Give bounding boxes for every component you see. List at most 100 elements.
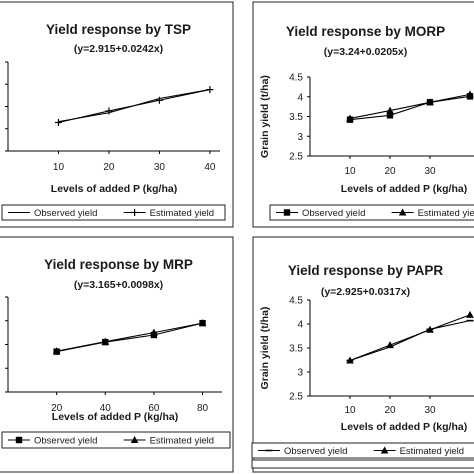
chart-title: Yield response by MORP — [286, 24, 445, 39]
data-point — [386, 112, 394, 119]
data-point — [198, 319, 207, 327]
legend: Observed yield Estimated yield — [1, 431, 231, 449]
data-point — [346, 356, 354, 364]
chart-panel-3: Yield response by MRP (y=3.165+0.0098x) 20… — [0, 236, 234, 473]
legend-label: Observed yield — [284, 446, 347, 457]
x-tick-label: 10 — [344, 166, 356, 177]
legend-swatch-marker — [131, 209, 139, 216]
x-tick-label: 30 — [424, 166, 436, 177]
series-line — [58, 89, 211, 124]
legend-item: Estimated yield — [391, 208, 474, 219]
data-point — [466, 310, 474, 318]
chart-title: Yield response by TSP — [46, 22, 191, 37]
y-tick-label: 3.5 — [289, 112, 303, 123]
series-estimated — [54, 86, 214, 127]
data-point — [386, 106, 394, 114]
series-line — [56, 322, 203, 352]
x-tick-label: 10 — [344, 405, 356, 416]
legend-label: Estimated yield — [418, 208, 474, 219]
chart-panel-1: Yield response by TSP (y=2.915+0.0242x) 10… — [0, 1, 234, 228]
y-tick-label: 2.5 — [289, 392, 303, 403]
x-tick-label: 20 — [103, 162, 115, 173]
legend-box — [269, 204, 474, 221]
data-point — [105, 107, 113, 115]
series-line — [349, 314, 471, 361]
legend-item: Estimated yield — [123, 208, 214, 219]
legend-swatch-marker — [283, 209, 291, 216]
legend-label: Estimated yield — [150, 436, 214, 447]
x-axis-label: Levels of added P (kg/ha) — [51, 183, 177, 195]
y-axis-label: Grain yield (t/ha) — [259, 75, 271, 158]
series-estimated — [52, 319, 207, 355]
legend: Observed yield Estimated yield — [269, 204, 474, 221]
data-point — [150, 328, 158, 336]
y-tick-label: 4.5 — [289, 296, 303, 307]
series-line — [349, 93, 471, 120]
data-point — [346, 114, 354, 122]
chart-panel-2: Yield response by MORP (y=3.24+0.0205x) 2.… — [252, 1, 474, 228]
chart-panel-4: Yield response by PAPR (y=2.925+0.0317x) 2… — [251, 236, 474, 473]
x-tick-label: 60 — [148, 403, 160, 414]
y-tick-label: 4.5 — [289, 73, 303, 84]
series-estimated — [346, 310, 474, 364]
y-axis-label: Grain yield (t/ha) — [259, 307, 271, 390]
chart-equation: (y=3.24+0.0205x) — [324, 46, 408, 58]
x-axis-label: Levels of added P (kg/ha) — [341, 421, 467, 433]
data-point — [426, 325, 434, 333]
legend-label: Estimated yield — [400, 446, 464, 457]
legend-extra-box — [251, 459, 474, 469]
legend-item: Observed yield — [8, 208, 97, 219]
data-point — [155, 96, 163, 104]
chart-frame — [252, 236, 474, 473]
chart-frame — [252, 1, 474, 228]
legend-item: Estimated yield — [123, 436, 214, 447]
chart-equation: (y=2.925+0.0317x) — [321, 286, 410, 298]
x-tick-label: 40 — [100, 403, 112, 414]
legend-label: Estimated yield — [150, 208, 214, 219]
chart-title: Yield response by PAPR — [288, 263, 444, 278]
legend-item: Observed yield — [8, 436, 97, 447]
legend: Observed yield Estimated yield — [251, 442, 474, 459]
x-tick-label: 30 — [424, 405, 436, 416]
series-line — [349, 95, 471, 121]
y-tick-label: 4 — [297, 92, 303, 103]
legend-box — [251, 442, 474, 459]
x-tick-label: 20 — [384, 166, 396, 177]
x-axis-label: Levels of added P (kg/ha) — [52, 411, 178, 423]
chart-equation: (y=2.915+0.0242x) — [74, 43, 163, 55]
x-axis-label: Levels of added P (kg/ha) — [341, 183, 467, 195]
legend-item: Observed yield — [276, 208, 365, 219]
y-tick-label: 3.5 — [289, 344, 303, 355]
x-tick-label: 40 — [204, 162, 216, 173]
x-tick-label: 80 — [197, 403, 209, 414]
legend-item: Observed yield — [258, 446, 347, 457]
data-point — [54, 119, 62, 127]
x-tick-label: 10 — [53, 162, 65, 173]
series-estimated — [346, 90, 474, 122]
legend-label: Observed yield — [34, 208, 97, 219]
legend-box — [1, 431, 231, 449]
x-tick-label: 20 — [384, 405, 396, 416]
legend-item: Estimated yield — [373, 446, 464, 457]
legend-swatch-marker — [398, 208, 407, 216]
legend-label: Observed yield — [34, 436, 97, 447]
data-point — [426, 98, 434, 106]
y-tick-label: 4 — [297, 320, 303, 331]
x-tick-label: 20 — [51, 403, 63, 414]
legend-swatch-marker — [130, 436, 139, 443]
y-tick-label: 2.5 — [289, 152, 303, 163]
legend-swatch-marker — [15, 436, 23, 444]
legend: Observed yield Estimated yield — [1, 204, 226, 221]
data-point — [206, 86, 214, 94]
series-line — [349, 320, 471, 362]
legend-box — [1, 204, 226, 221]
chart-title: Yield response by MRP — [44, 257, 193, 272]
legend-label: Observed yield — [302, 208, 365, 219]
y-tick-label: 3 — [297, 368, 303, 379]
data-point — [386, 341, 394, 349]
chart-frame — [0, 1, 234, 228]
data-point — [101, 337, 110, 345]
data-point — [52, 347, 61, 355]
data-point — [466, 90, 474, 98]
